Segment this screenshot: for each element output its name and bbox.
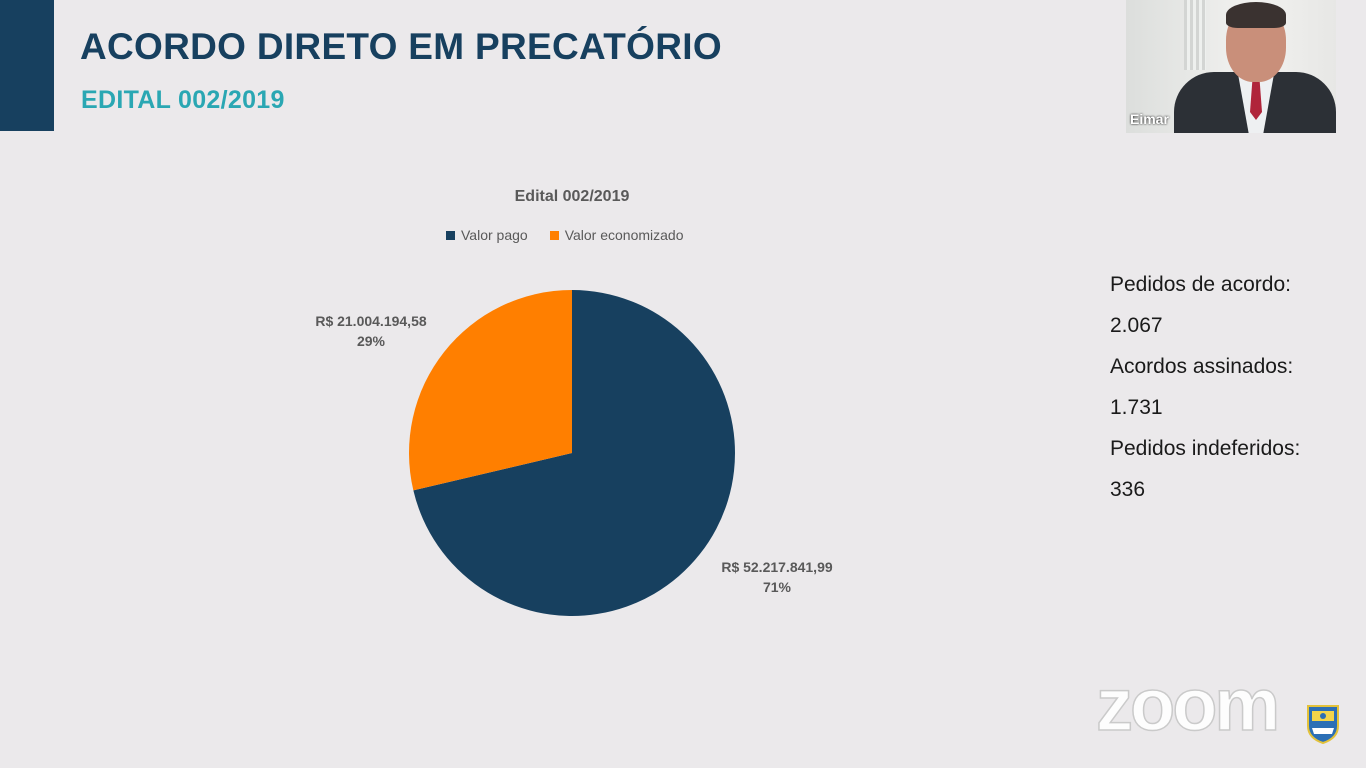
stat-value: 336 [1110, 478, 1146, 501]
legend-swatch [446, 230, 455, 240]
participant-name: Eimar [1130, 111, 1169, 127]
legend-item-valor-pago: Valor pago [446, 227, 528, 243]
stats-panel: Pedidos de acordo: 2.067 Acordos assinad… [1110, 264, 1300, 510]
stat-value: 1.731 [1110, 396, 1163, 419]
participant-hair [1226, 2, 1286, 28]
title-accent-bar [0, 0, 54, 131]
data-label-valor-pago: R$ 52.217.841,99 71% [702, 557, 852, 597]
legend-swatch [549, 230, 559, 240]
legend-label: Valor economizado [564, 227, 684, 243]
data-label-value: R$ 52.217.841,99 [721, 559, 833, 575]
data-label-valor-economizado: R$ 21.004.194,58 29% [296, 311, 446, 351]
slide-title: ACORDO DIRETO EM PRECATÓRIO [80, 26, 722, 67]
legend-label: Valor pago [461, 227, 528, 243]
slide-subtitle: EDITAL 002/2019 [81, 86, 285, 114]
window-blind [1184, 0, 1206, 70]
data-label-value: R$ 21.004.194,58 [315, 313, 427, 329]
stat-label: Pedidos indeferidos: [1110, 437, 1301, 460]
data-label-percent: 71% [762, 579, 792, 595]
chart-title: Edital 002/2019 [514, 188, 630, 205]
data-label-percent: 29% [356, 333, 386, 349]
chart-legend: Valor pago Valor economizado [446, 227, 684, 243]
state-emblem-icon [1307, 705, 1339, 744]
pie-slice-valor-pago [413, 290, 735, 616]
zoom-watermark: zoom [1095, 662, 1281, 747]
participant-tie [1250, 80, 1262, 120]
stat-label: Pedidos de acordo: [1110, 273, 1291, 296]
participant-video-tile[interactable]: Eimar [1126, 0, 1336, 133]
legend-item-valor-economizado: Valor economizado [549, 227, 684, 243]
stat-value: 2.067 [1110, 314, 1163, 337]
pie-slice-valor-economizado [408, 290, 572, 491]
stat-label: Acordos assinados: [1110, 355, 1294, 378]
